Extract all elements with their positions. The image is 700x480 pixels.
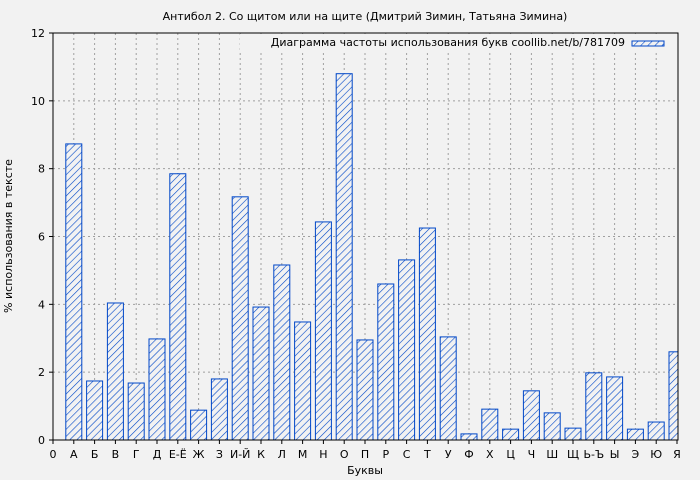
bars [65,73,678,440]
x-tick-label: Ф [464,448,473,461]
x-tick-label: Т [423,448,431,461]
bar-Ш [543,412,561,440]
x-tick-label: Ш [546,448,558,461]
y-tick-label: 4 [38,298,45,311]
y-tick-label: 8 [38,163,45,176]
x-axis: 0 А Б В Г Д Е-Ё Ж З И-Й К Л М Н О П Р С Т У Ф Х Ц Ч Ш Щ Ь-Ъ Ы Э Ю Я [50,440,681,461]
x-tick-label: Н [319,448,327,461]
x-tick-label: Ж [193,448,205,461]
bar-Р [377,283,395,440]
x-tick-label: 0 [50,448,57,461]
bar-Г [127,382,145,440]
legend-label: Диаграмма частоты использования букв coo… [271,36,625,49]
x-tick-label: Щ [567,448,579,461]
grid [53,33,678,440]
legend-bg [240,34,677,51]
x-tick-label: Я [673,448,681,461]
bar-Т [418,227,436,440]
y-tick-label: 10 [31,95,45,108]
x-tick-label: Ю [650,448,662,461]
bar-В [106,302,124,440]
bar-Ю [647,421,665,440]
bar-С [398,259,416,440]
x-tick-label: Г [133,448,140,461]
bar-А [65,143,83,440]
bar-Л [273,264,291,440]
bar-У [439,336,457,440]
x-tick-label: У [445,448,452,461]
legend-swatch [631,40,665,47]
legend: Диаграмма частоты использования букв coo… [240,34,677,51]
bar-Ц [502,428,520,440]
bar-П [356,339,374,440]
x-tick-label: Б [91,448,99,461]
y-tick-label: 0 [38,434,45,447]
bar-Ч [522,390,540,440]
bar-М [294,321,312,440]
bar-Б [86,380,104,440]
x-tick-label: Л [278,448,286,461]
x-tick-label: Ь-Ъ [583,448,604,461]
y-axis-label: % использования в тексте [2,159,15,313]
x-axis-label: Буквы [347,464,383,477]
x-tick-label: З [216,448,223,461]
bar-И-Й [231,196,249,440]
bar-З [210,378,228,440]
y-tick-label: 2 [38,366,45,379]
x-tick-label: Х [486,448,494,461]
x-tick-label: А [70,448,78,461]
bar-Ф [460,433,478,440]
chart-title: Антибол 2. Со щитом или на щите (Дмитрий… [163,10,568,23]
bar-К [252,306,270,440]
x-tick-label: Ы [610,448,620,461]
x-tick-label: Ч [528,448,536,461]
x-tick-label: В [112,448,120,461]
bar-Ь-Ъ [585,372,603,440]
x-tick-label: П [361,448,369,461]
x-tick-label: М [298,448,308,461]
bar-Д [148,338,166,440]
x-tick-label: К [257,448,265,461]
x-tick-label: Р [382,448,389,461]
bar-Я [668,351,678,440]
y-axis: 0 2 4 6 8 10 12 [31,27,53,447]
bar-Х [481,408,499,440]
x-tick-label: Э [632,448,640,461]
bar-Щ [564,427,582,440]
bar-О [335,73,353,440]
bar-Ы [606,376,624,440]
y-tick-label: 6 [38,231,45,244]
bar-Е-Ё [169,173,187,440]
x-tick-label: О [340,448,349,461]
x-tick-label: И-Й [230,448,250,461]
bar-Ж [190,409,208,440]
bar-Н [314,221,332,440]
x-tick-label: Ц [506,448,515,461]
x-tick-label: Д [153,448,162,461]
x-tick-label: Е-Ё [169,448,187,461]
x-tick-label: С [403,448,411,461]
y-tick-label: 12 [31,27,45,40]
bar-Э [626,428,644,440]
